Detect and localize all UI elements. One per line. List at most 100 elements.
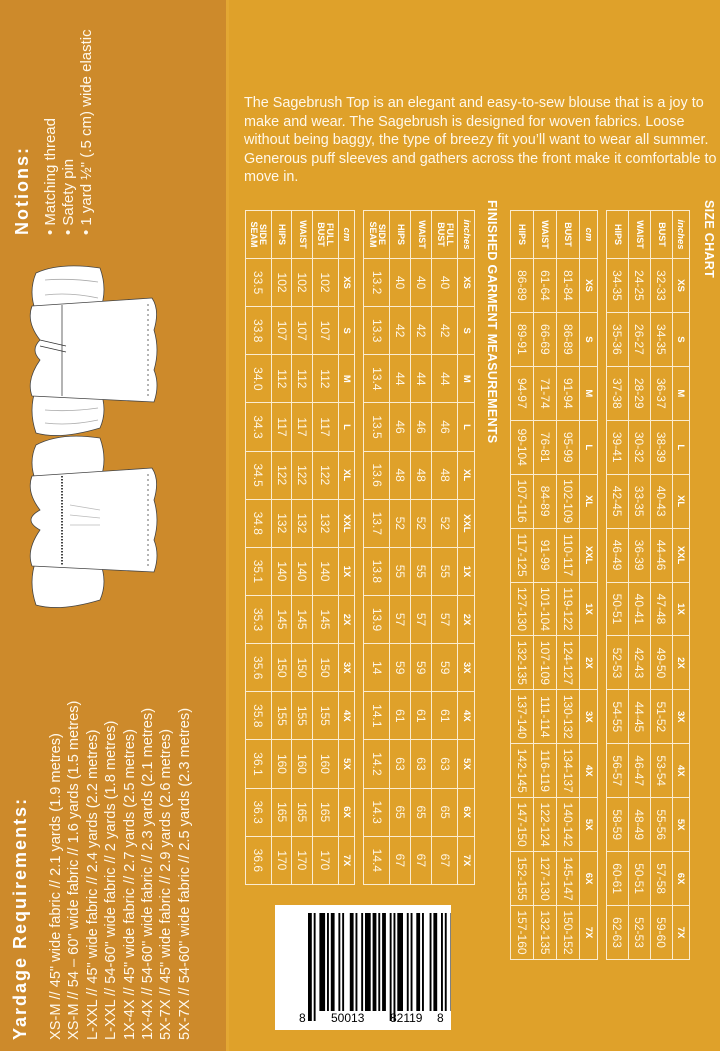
measurement-cell: 57 [431, 595, 458, 644]
size-header: 5X [672, 797, 690, 852]
size-header: 3X [338, 643, 355, 692]
measurement-cell: 35.8 [245, 691, 272, 740]
measurement-cell: 122 [312, 451, 339, 500]
measurement-cell: 116-119 [533, 743, 557, 798]
size-header: 2X [457, 595, 475, 644]
notion-item: • 1 yard ½" (.5 cm) wide elastic [78, 29, 95, 235]
measurement-cell: 140 [271, 547, 292, 596]
table-row: BUST 32-33 34-35 36-37 38-39 40-43 44-46 47-48 4… [650, 210, 673, 960]
size-header: 4X [672, 743, 690, 798]
size-header: 5X [579, 797, 598, 852]
barcode-bars [308, 913, 451, 1021]
measurement-cell: 46 [389, 402, 411, 452]
size-header: XS [457, 258, 475, 307]
measurement-cell: 39-41 [606, 420, 629, 475]
measurement-cell: 52-53 [606, 635, 629, 690]
measurement-cell: 94-97 [510, 366, 534, 421]
size-header: M [457, 354, 475, 403]
yardage-item: 1X-4X // 54-60" wide fabric // 2.3 yards… [140, 707, 157, 1040]
measurement-cell: 60-61 [606, 851, 629, 906]
size-chart-cm-table: cm XS S M L XL XXL 1X 2X 3X 4X 5X 6X 7X BUST 81-84 86-89… [510, 210, 598, 960]
table-row: WAIST 40 42 44 46 48 52 55 57 59 61 63 65 67 [410, 210, 432, 885]
measurement-cell: 40 [389, 258, 411, 307]
measurement-cell: 52 [410, 499, 432, 548]
measurement-cell: 14.4 [363, 836, 390, 885]
measurement-cell: 14.2 [363, 739, 390, 789]
size-header: XXL [579, 528, 598, 583]
measurement-cell: 34.3 [245, 402, 272, 452]
measurement-cell: 35.3 [245, 595, 272, 644]
measurement-cell: 71-74 [533, 366, 557, 421]
measurement-cell: 122 [271, 451, 292, 500]
finished-cm-table: cm XS S M L XL XXL 1X 2X 3X 4X 5X 6X 7X FULL BUST 102 107… [245, 210, 355, 885]
measurement-cell: 107 [291, 306, 313, 355]
measurement-cell: 42 [431, 306, 458, 355]
measurement-cell: 63 [389, 739, 411, 789]
measurement-cell: 42-45 [606, 474, 629, 529]
measurement-cell: 36.6 [245, 836, 272, 885]
row-label: BUST [556, 210, 580, 259]
row-label: HIPS [510, 210, 534, 259]
measurement-cell: 50-51 [628, 851, 651, 906]
table-row: SIDE SEAM 33.5 33.8 34.0 34.3 34.5 34.8 35.1 35.3… [245, 210, 272, 885]
measurement-cell: 28-29 [628, 366, 651, 421]
yardage-item: L-XXL // 45" wide fabric // 2.4 yards (2… [84, 729, 101, 1040]
measurement-cell: 145 [271, 595, 292, 644]
row-label: HIPS [389, 210, 411, 259]
measurement-cell: 145 [291, 595, 313, 644]
yardage-item: 5X-7X // 45" wide fabric // 2.9 yards (2… [158, 729, 175, 1040]
header-row: inches XS S M L XL XXL 1X 2X 3X 4X 5X 6X 7X [672, 210, 690, 960]
measurement-cell: 117 [291, 402, 313, 452]
measurement-cell: 58-59 [606, 797, 629, 852]
measurement-cell: 36.1 [245, 739, 272, 789]
measurement-cell: 81-84 [556, 258, 580, 313]
size-header: XS [338, 258, 355, 307]
yardage-item: 1X-4X // 45" wide fabric // 2.7 yards (2… [121, 729, 138, 1040]
measurement-cell: 155 [271, 691, 292, 740]
measurement-cell: 66-69 [533, 312, 557, 367]
size-header: XL [672, 474, 690, 529]
barcode-bar [349, 913, 354, 1011]
size-header: 2X [579, 635, 598, 690]
finished-inches-table: inches XS S M L XL XXL 1X 2X 3X 4X 5X 6X 7X FULL BUST 40… [363, 210, 475, 885]
barcode-bar [429, 913, 432, 1011]
size-header: 4X [457, 691, 475, 740]
measurement-cell: 170 [291, 836, 313, 885]
measurement-cell: 119-122 [556, 582, 580, 636]
measurement-cell: 36-37 [650, 366, 673, 421]
measurement-cell: 37-38 [606, 366, 629, 421]
measurement-cell: 44-45 [628, 689, 651, 744]
measurement-cell: 48-49 [628, 797, 651, 852]
measurement-cell: 112 [312, 354, 339, 403]
measurement-cell: 61-64 [533, 258, 557, 313]
size-header: S [457, 306, 475, 355]
measurement-cell: 130-132 [556, 689, 580, 744]
measurement-cell: 40-43 [650, 474, 673, 529]
barcode: 8 50013 82119 8 [275, 905, 451, 1030]
measurement-cell: 132 [312, 499, 339, 548]
table-row: SIDE SEAM 13.2 13.3 13.4 13.5 13.6 13.7 13.8 13.9… [363, 210, 390, 885]
yardage-item: XS-M // 45" wide fabric // 2.1 yards (1.… [48, 733, 64, 1040]
measurement-cell: 13.3 [363, 306, 390, 355]
measurement-cell: 145 [312, 595, 339, 644]
measurement-cell: 48 [410, 451, 432, 500]
measurement-cell: 132-135 [533, 905, 557, 960]
measurement-cell: 40-41 [628, 582, 651, 636]
size-header: XXL [457, 499, 475, 548]
measurement-cell: 122-124 [533, 797, 557, 852]
row-label: HIPS [271, 210, 292, 259]
measurement-cell: 38-39 [650, 420, 673, 475]
table-row: WAIST 102 107 112 117 122 132 140 145 150 155 160 16… [291, 210, 313, 885]
measurement-cell: 165 [291, 788, 313, 837]
measurement-cell: 95-99 [556, 420, 580, 475]
measurement-cell: 160 [312, 739, 339, 789]
notion-text: Safety pin [60, 158, 77, 226]
barcode-bar [338, 913, 341, 1011]
measurement-cell: 48 [389, 451, 411, 500]
measurement-cell: 67 [431, 836, 458, 885]
size-header: 1X [457, 547, 475, 596]
size-header: 6X [579, 851, 598, 906]
measurement-cell: 127-130 [510, 582, 534, 636]
measurement-cell: 84-89 [533, 474, 557, 529]
measurement-cell: 24-25 [628, 258, 651, 313]
